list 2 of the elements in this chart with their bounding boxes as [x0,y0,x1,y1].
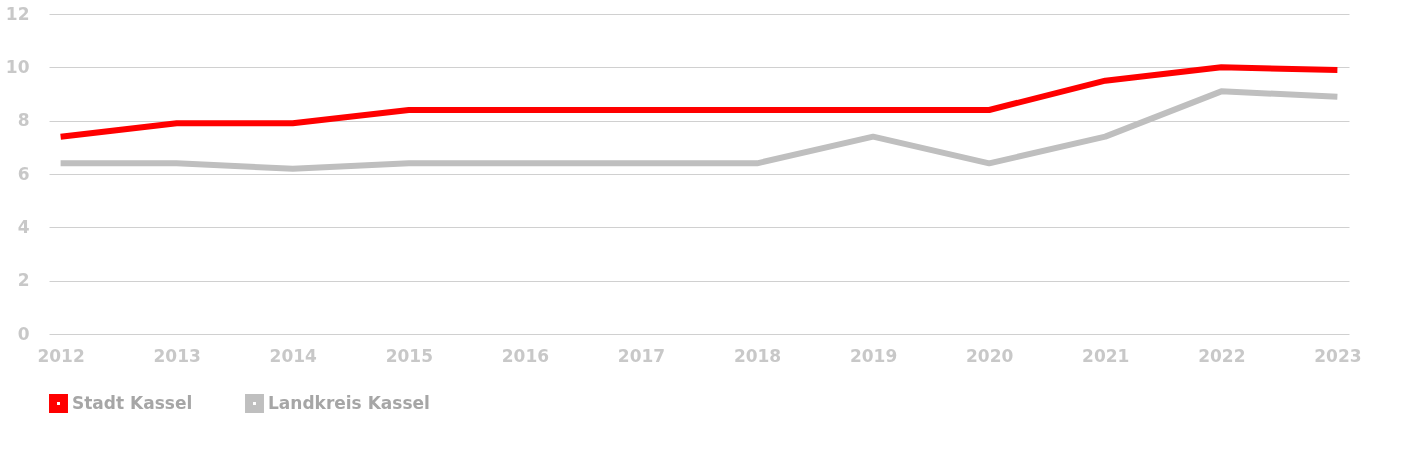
legend-label: Stadt Kassel [72,392,193,413]
legend-label: Landkreis Kassel [268,392,430,413]
